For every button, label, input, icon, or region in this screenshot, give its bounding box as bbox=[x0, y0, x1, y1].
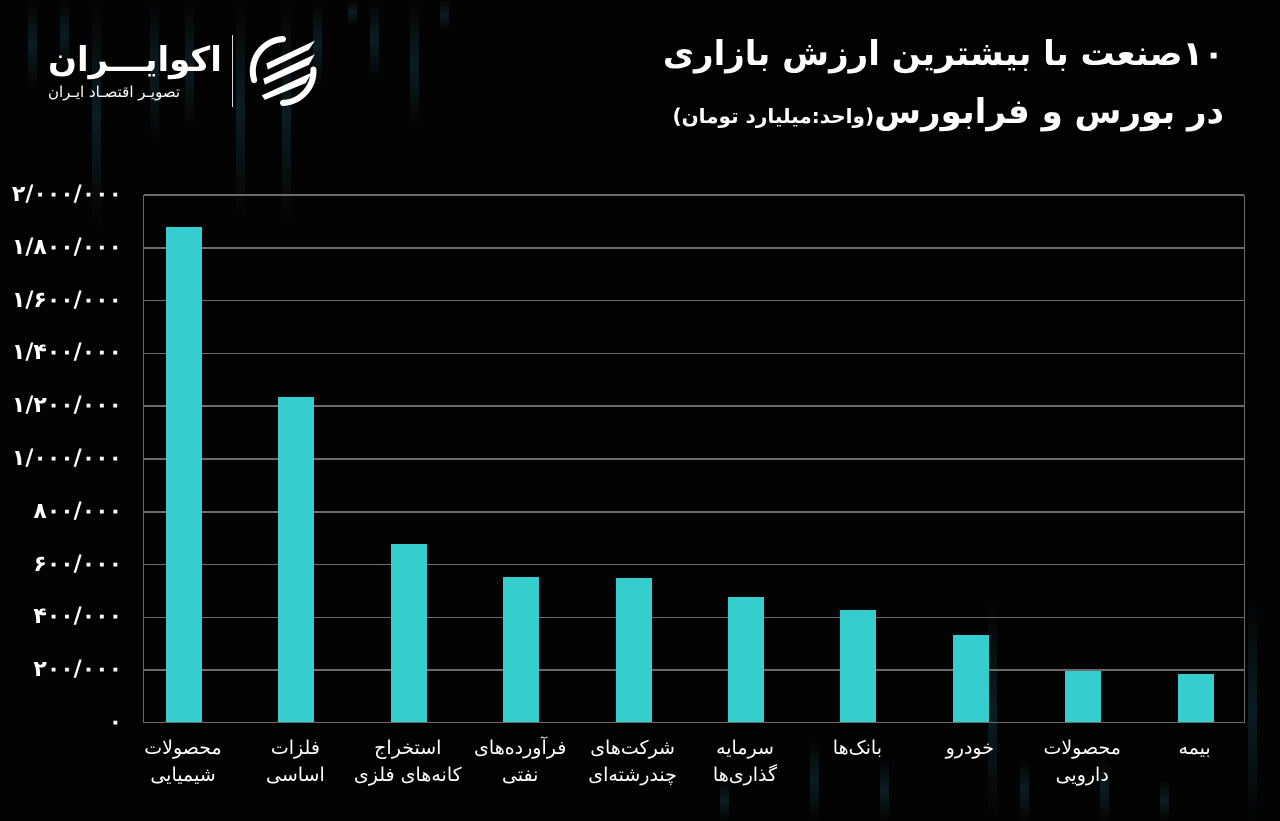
bar[interactable] bbox=[390, 543, 427, 722]
logo-divider bbox=[231, 35, 234, 107]
x-tick-label: فلزات اساسی bbox=[266, 737, 325, 786]
y-tick-label: ۱/۸۰۰/۰۰۰ bbox=[11, 234, 122, 260]
bar[interactable] bbox=[278, 397, 315, 722]
bar[interactable] bbox=[728, 597, 764, 722]
x-tick-label: بیمه bbox=[1178, 737, 1211, 759]
plot-area bbox=[143, 194, 1245, 723]
y-tick-label: ۱/۴۰۰/۰۰۰ bbox=[11, 340, 122, 366]
gridline bbox=[144, 511, 1244, 513]
x-tick-label: محصولات دارویی bbox=[1043, 737, 1121, 786]
x-tick-label: استخراج کانه‌های فلزی bbox=[353, 737, 462, 786]
x-tick-label: محصولات شیمیایی bbox=[144, 737, 222, 786]
ecoiran-swoosh-logo-icon bbox=[250, 36, 317, 106]
bar[interactable] bbox=[503, 576, 540, 722]
gridline bbox=[144, 352, 1244, 355]
gridline bbox=[144, 194, 1244, 196]
chart-title: ۱۰صنعت با بیشترین ارزش بازاری bbox=[662, 34, 1224, 74]
y-tick-label: ۱/۰۰۰/۰۰۰ bbox=[11, 446, 122, 471]
y-tick-label: ۰ bbox=[108, 710, 122, 735]
y-tick-label: ۱/۶۰۰/۰۰۰ bbox=[11, 287, 122, 313]
gridline bbox=[144, 247, 1244, 249]
chart-subtitle-line: در بورس و فرابورس(واحد:میلیارد تومان) bbox=[663, 88, 1224, 140]
unit-label: (واحد:میلیارد تومان) bbox=[672, 104, 875, 128]
bar[interactable] bbox=[166, 227, 202, 722]
brand-logo: اکوایـــران تصویـر اقتصـاد ایـران bbox=[48, 32, 321, 110]
bar[interactable] bbox=[1177, 673, 1214, 722]
gridline bbox=[144, 458, 1244, 460]
logo-subtitle: تصویـر اقتصـاد ایـران bbox=[48, 83, 181, 101]
x-tick-label: سرمایه گذاری‌ها bbox=[712, 737, 778, 786]
gridline bbox=[144, 669, 1244, 671]
bar[interactable] bbox=[840, 610, 877, 722]
bar[interactable] bbox=[1065, 671, 1102, 722]
bar[interactable] bbox=[952, 634, 989, 722]
logo-name: اکوایـــران bbox=[48, 40, 222, 80]
gridline bbox=[144, 405, 1244, 407]
y-tick-label: ۴۰۰/۰۰۰ bbox=[33, 604, 122, 630]
y-tick-label: ۱/۲۰۰/۰۰۰ bbox=[11, 393, 122, 419]
logo-text: اکوایـــران تصویـر اقتصـاد ایـران bbox=[48, 40, 222, 102]
x-tick-label: بانک‌ها bbox=[832, 737, 882, 759]
y-tick-label: ۲/۰۰۰/۰۰۰ bbox=[11, 182, 122, 207]
y-tick-label: ۶۰۰/۰۰۰ bbox=[33, 551, 122, 577]
chart-title-line2: در بورس و فرابورس bbox=[874, 92, 1224, 132]
chart-title-block: ۱۰صنعت با بیشترین ارزش بازاری در بورس و … bbox=[663, 30, 1224, 140]
gridline bbox=[144, 616, 1244, 619]
x-tick-label: خودرو bbox=[945, 737, 994, 759]
x-tick-label: فرآورده‌های نفتی bbox=[474, 737, 567, 786]
gridline bbox=[144, 563, 1244, 566]
gridline bbox=[144, 299, 1244, 302]
y-tick-label: ۲۰۰/۰۰۰ bbox=[33, 657, 122, 683]
x-tick-label: شرکت‌های چندرشته‌ای bbox=[588, 737, 677, 786]
bar[interactable] bbox=[615, 577, 652, 722]
y-tick-label: ۸۰۰/۰۰۰ bbox=[33, 498, 122, 524]
